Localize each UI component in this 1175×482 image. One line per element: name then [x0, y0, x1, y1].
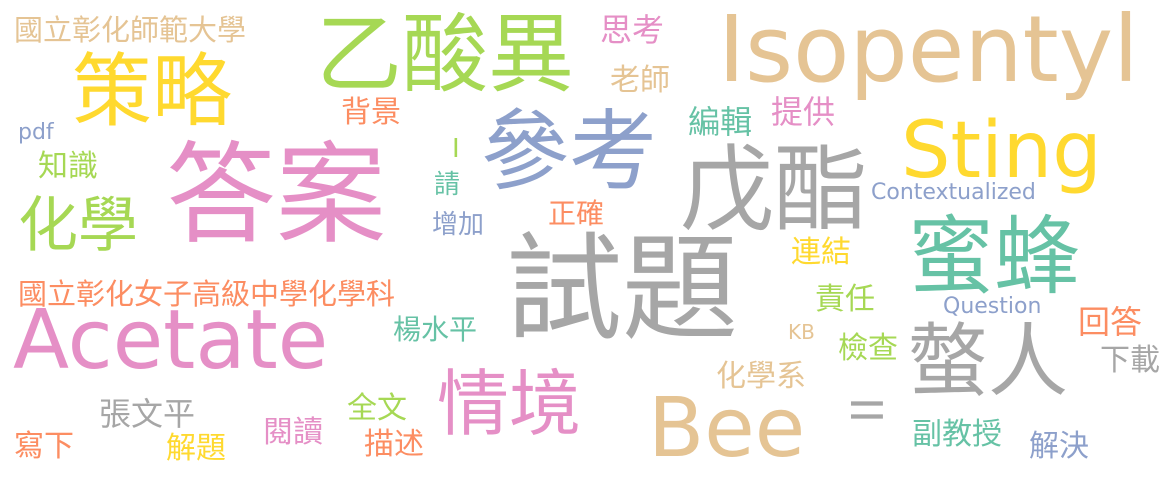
word-解題: 解題	[166, 431, 226, 466]
word-連結: 連結	[791, 235, 851, 270]
word-ii: II	[839, 397, 891, 423]
word-檢查: 檢查	[838, 331, 898, 366]
word-isopentyl: Isopentyl	[718, 0, 1139, 103]
word-乙酸異: 乙酸異	[316, 5, 574, 105]
word-回答: 回答	[1078, 303, 1143, 341]
word-解決: 解決	[1029, 429, 1089, 464]
word-張文平: 張文平	[99, 395, 196, 433]
word-化學: 化學	[18, 191, 138, 261]
word-pdf: pdf	[18, 120, 54, 145]
word-策略: 策略	[72, 45, 232, 138]
word-i: I	[452, 134, 460, 164]
word-試題: 試題	[506, 222, 738, 357]
word-國立彰化師範大學: 國立彰化師範大學	[14, 13, 247, 47]
word-思考: 思考	[600, 11, 665, 49]
word-副教授: 副教授	[912, 417, 1002, 452]
word-情境: 情境	[437, 362, 582, 446]
word-question: Question	[943, 294, 1042, 319]
word-下載: 下載	[1100, 343, 1160, 378]
word-請: 請	[434, 170, 461, 200]
word-bee: Bee	[648, 381, 806, 476]
word-正確: 正確	[548, 197, 605, 230]
word-描述: 描述	[364, 427, 424, 462]
word-acetate: Acetate	[13, 293, 329, 388]
word-國立彰化女子高級中學化學科: 國立彰化女子高級中學化學科	[18, 277, 396, 311]
word-contextualized: Contextualized	[871, 180, 1036, 205]
word-增加: 增加	[432, 210, 485, 240]
word-知識: 知識	[38, 149, 98, 184]
word-楊水平: 楊水平	[393, 313, 478, 346]
word-責任: 責任	[815, 282, 875, 317]
word-螫人: 螫人	[908, 315, 1068, 408]
word-閱讀: 閱讀	[263, 415, 323, 450]
word-kb: KB	[788, 320, 815, 344]
word-編輯: 編輯	[688, 103, 753, 141]
word-全文: 全文	[347, 391, 407, 426]
word-答案: 答案	[166, 131, 386, 259]
word-sting: Sting	[901, 106, 1102, 196]
word-戊酯: 戊酯	[680, 136, 869, 245]
word-參考: 參考	[481, 100, 658, 203]
word-老師: 老師	[610, 63, 670, 98]
word-提供: 提供	[771, 93, 836, 131]
word-寫下: 寫下	[14, 429, 74, 464]
word-化學系: 化學系	[716, 359, 806, 394]
word-蜜蜂: 蜜蜂	[908, 207, 1080, 307]
word-背景: 背景	[341, 95, 401, 130]
